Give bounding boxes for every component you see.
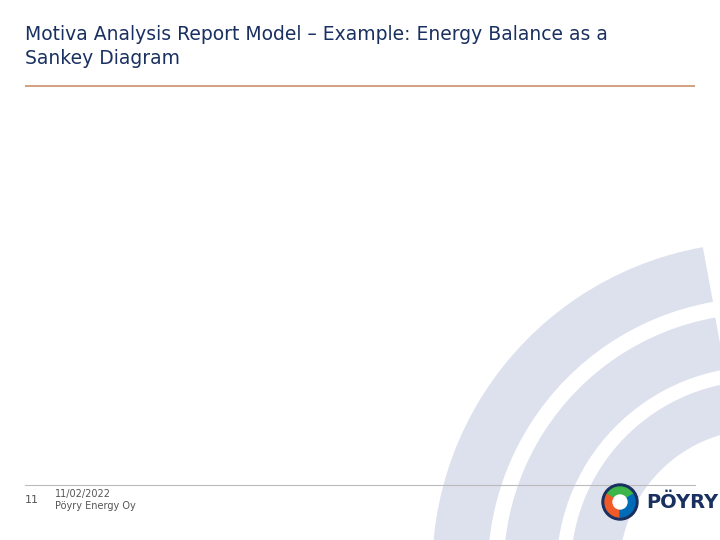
Text: 11: 11 [25,495,39,505]
Text: Motiva Analysis Report Model – Example: Energy Balance as a
Sankey Diagram: Motiva Analysis Report Model – Example: … [25,25,608,68]
Circle shape [602,484,638,520]
Wedge shape [607,487,633,502]
Circle shape [613,495,627,509]
Wedge shape [620,495,635,517]
Text: 11/02/2022: 11/02/2022 [55,489,111,499]
Text: Pöyry Energy Oy: Pöyry Energy Oy [55,501,136,511]
Text: PÖYRY: PÖYRY [646,492,718,511]
Wedge shape [605,495,620,517]
